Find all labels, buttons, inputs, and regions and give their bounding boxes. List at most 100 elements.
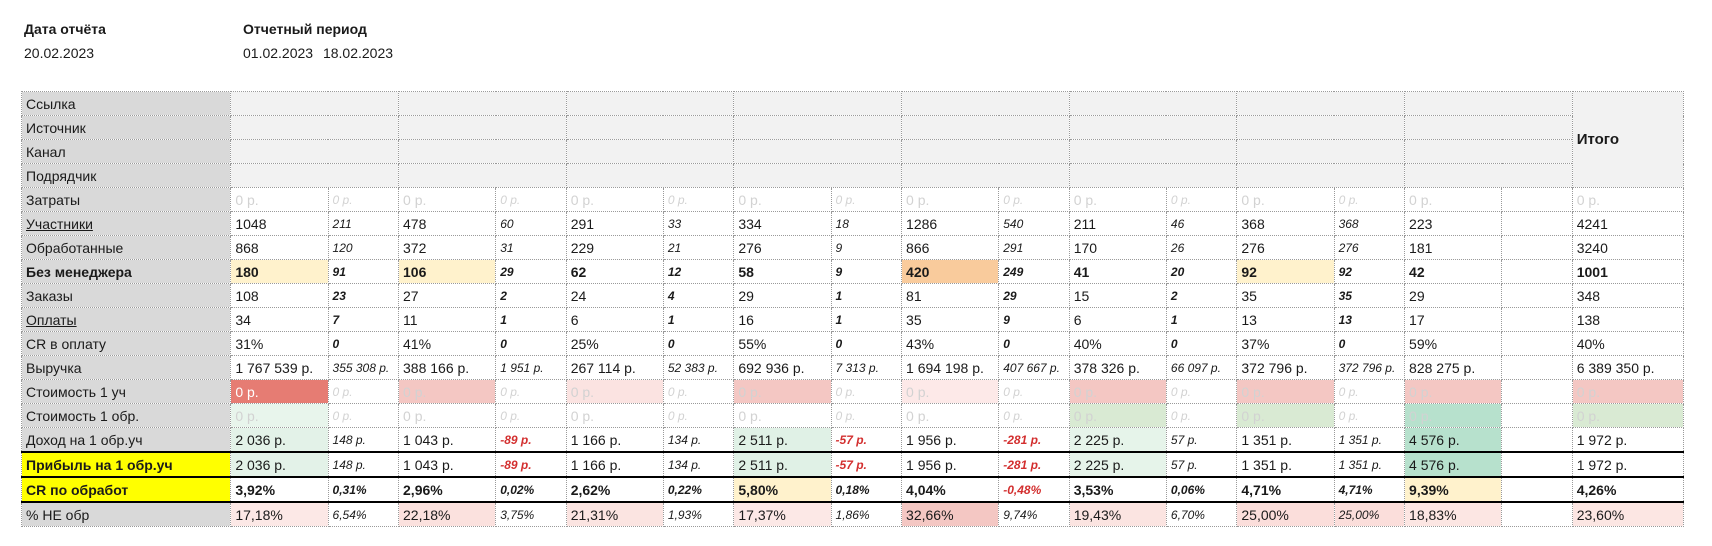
value-cell[interactable]: 2 225 р.: [1068, 427, 1167, 453]
total-cell[interactable]: 0 р.: [1571, 187, 1685, 212]
meta-cell[interactable]: [230, 91, 400, 116]
value-cell[interactable]: 62: [565, 259, 664, 284]
sub-value-cell[interactable]: 0 р.: [830, 187, 903, 212]
value-cell[interactable]: 92: [1236, 259, 1335, 284]
value-cell[interactable]: 2,96%: [398, 476, 497, 503]
value-cell[interactable]: 59%: [1404, 331, 1503, 356]
sub-value-cell[interactable]: 0 р.: [662, 187, 735, 212]
value-cell[interactable]: 37%: [1236, 331, 1335, 356]
total-cell[interactable]: 348: [1571, 283, 1685, 308]
sub-value-cell[interactable]: [1501, 355, 1573, 380]
sub-value-cell[interactable]: 0: [662, 331, 735, 356]
sub-value-cell[interactable]: -57 р.: [830, 451, 903, 478]
value-cell[interactable]: 3,53%: [1068, 476, 1167, 503]
value-cell[interactable]: 2 036 р.: [230, 427, 329, 453]
meta-cell[interactable]: [901, 115, 1070, 140]
sub-value-cell[interactable]: 148 р.: [327, 451, 400, 478]
value-cell[interactable]: 478: [398, 211, 497, 236]
value-cell[interactable]: 31%: [230, 331, 329, 356]
meta-cell[interactable]: [733, 163, 903, 188]
value-cell[interactable]: 1 956 р.: [901, 451, 1000, 478]
value-cell[interactable]: 420: [901, 259, 1000, 284]
sub-value-cell[interactable]: 1: [830, 283, 903, 308]
sub-value-cell[interactable]: 134 р.: [662, 427, 735, 453]
sub-value-cell[interactable]: -89 р.: [495, 427, 567, 453]
sub-value-cell[interactable]: 9: [830, 235, 903, 260]
meta-cell[interactable]: [901, 91, 1070, 116]
value-cell[interactable]: 868: [230, 235, 329, 260]
value-cell[interactable]: 0 р.: [398, 403, 497, 428]
value-cell[interactable]: 0 р.: [1404, 403, 1503, 428]
sub-value-cell[interactable]: 0: [495, 331, 567, 356]
sub-value-cell[interactable]: 4: [662, 283, 735, 308]
value-cell[interactable]: 0 р.: [1068, 187, 1167, 212]
value-cell[interactable]: 276: [733, 235, 832, 260]
value-cell[interactable]: 18,83%: [1404, 501, 1503, 527]
sub-value-cell[interactable]: 29: [998, 283, 1070, 308]
meta-cell[interactable]: [1236, 163, 1406, 188]
sub-value-cell[interactable]: 91: [327, 259, 400, 284]
value-cell[interactable]: 0 р.: [230, 403, 329, 428]
sub-value-cell[interactable]: 1 351 р.: [1333, 427, 1406, 453]
value-cell[interactable]: 15: [1068, 283, 1167, 308]
total-cell[interactable]: 40%: [1571, 331, 1685, 356]
value-cell[interactable]: 2 511 р.: [733, 451, 832, 478]
sub-value-cell[interactable]: 1 351 р.: [1333, 451, 1406, 478]
sub-value-cell[interactable]: 6,70%: [1165, 501, 1238, 527]
total-cell[interactable]: 6 389 350 р.: [1571, 355, 1685, 380]
sub-value-cell[interactable]: [1501, 476, 1573, 503]
value-cell[interactable]: 1 351 р.: [1236, 427, 1335, 453]
meta-cell[interactable]: [565, 91, 735, 116]
meta-cell[interactable]: [565, 139, 735, 164]
value-cell[interactable]: 229: [565, 235, 664, 260]
value-cell[interactable]: 0 р.: [565, 403, 664, 428]
value-cell[interactable]: 17,37%: [733, 501, 832, 527]
sub-value-cell[interactable]: 0: [1165, 331, 1238, 356]
sub-value-cell[interactable]: 23: [327, 283, 400, 308]
value-cell[interactable]: 24: [565, 283, 664, 308]
value-cell[interactable]: 0 р.: [733, 403, 832, 428]
value-cell[interactable]: 25,00%: [1236, 501, 1335, 527]
value-cell[interactable]: 19,43%: [1068, 501, 1167, 527]
total-cell[interactable]: 23,60%: [1571, 501, 1685, 527]
meta-cell[interactable]: [1068, 163, 1238, 188]
sub-value-cell[interactable]: 6,54%: [327, 501, 400, 527]
value-cell[interactable]: 0 р.: [398, 187, 497, 212]
total-cell[interactable]: 4241: [1571, 211, 1685, 236]
value-cell[interactable]: 2,62%: [565, 476, 664, 503]
value-cell[interactable]: 0 р.: [733, 379, 832, 404]
sub-value-cell[interactable]: 355 308 р.: [327, 355, 400, 380]
value-cell[interactable]: 106: [398, 259, 497, 284]
sub-value-cell[interactable]: 7 313 р.: [830, 355, 903, 380]
sub-value-cell[interactable]: -281 р.: [998, 427, 1070, 453]
sub-value-cell[interactable]: 0 р.: [830, 379, 903, 404]
sub-value-cell[interactable]: 0,06%: [1165, 476, 1238, 503]
value-cell[interactable]: 276: [1236, 235, 1335, 260]
sub-value-cell[interactable]: 407 667 р.: [998, 355, 1070, 380]
sub-value-cell[interactable]: 7: [327, 307, 400, 332]
sub-value-cell[interactable]: 29: [495, 259, 567, 284]
sub-value-cell[interactable]: 0 р.: [327, 379, 400, 404]
sub-value-cell[interactable]: 35: [1333, 283, 1406, 308]
sub-value-cell[interactable]: 276: [1333, 235, 1406, 260]
meta-cell[interactable]: [1068, 91, 1238, 116]
value-cell[interactable]: 0 р.: [733, 187, 832, 212]
value-cell[interactable]: 41: [1068, 259, 1167, 284]
meta-cell[interactable]: [398, 163, 567, 188]
value-cell[interactable]: 29: [1404, 283, 1503, 308]
value-cell[interactable]: 58: [733, 259, 832, 284]
sub-value-cell[interactable]: 20: [1165, 259, 1238, 284]
sub-value-cell[interactable]: 57 р.: [1165, 427, 1238, 453]
value-cell[interactable]: 6: [565, 307, 664, 332]
total-cell[interactable]: 0 р.: [1571, 403, 1685, 428]
sub-value-cell[interactable]: 0 р.: [830, 403, 903, 428]
sub-value-cell[interactable]: 1 951 р.: [495, 355, 567, 380]
sub-value-cell[interactable]: -89 р.: [495, 451, 567, 478]
sub-value-cell[interactable]: 0 р.: [662, 379, 735, 404]
meta-cell[interactable]: [398, 115, 567, 140]
total-cell[interactable]: 4,26%: [1571, 476, 1685, 503]
sub-value-cell[interactable]: 0 р.: [495, 379, 567, 404]
sub-value-cell[interactable]: 52 383 р.: [662, 355, 735, 380]
sub-value-cell[interactable]: 0 р.: [495, 187, 567, 212]
value-cell[interactable]: 0 р.: [230, 379, 329, 404]
